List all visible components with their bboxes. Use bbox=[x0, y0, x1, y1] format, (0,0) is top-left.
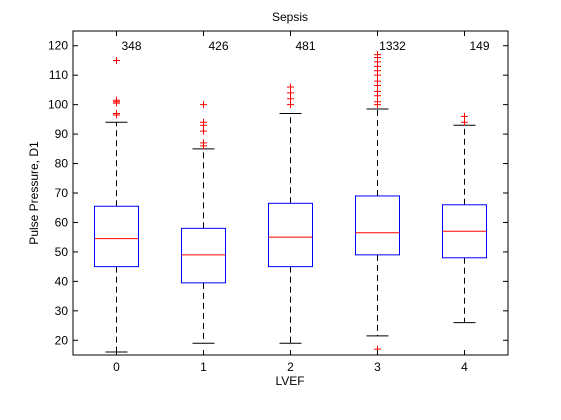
outlier-point bbox=[113, 96, 120, 104]
y-tick-label: 60 bbox=[55, 215, 69, 229]
box-iqr bbox=[94, 205, 139, 268]
outlier-point bbox=[461, 118, 468, 126]
count-label: 426 bbox=[208, 39, 228, 53]
x-axis-ticks: 0 1 2 3 4 bbox=[113, 31, 468, 374]
box-group-2 bbox=[268, 83, 313, 344]
y-axis-label: Pulse Pressure, D1 bbox=[27, 141, 41, 245]
y-axis-ticks: 20 30 40 50 60 70 80 90 100 110 120 bbox=[48, 39, 508, 347]
outlier-point bbox=[200, 118, 207, 126]
outlier-point bbox=[287, 83, 294, 91]
x-tick-label: 3 bbox=[374, 360, 381, 374]
outlier-point bbox=[374, 77, 381, 85]
x-tick-label: 2 bbox=[287, 360, 294, 374]
outlier-point bbox=[374, 98, 381, 106]
box-group-1 bbox=[181, 101, 226, 344]
y-tick-label: 20 bbox=[55, 333, 69, 347]
y-tick-label: 70 bbox=[55, 186, 69, 200]
count-label: 1332 bbox=[379, 39, 406, 53]
box-group-3 bbox=[355, 51, 400, 353]
count-label: 481 bbox=[295, 39, 315, 53]
outlier-point bbox=[287, 95, 294, 103]
y-tick-label: 80 bbox=[55, 157, 69, 171]
outlier-point bbox=[287, 101, 294, 109]
outlier-point bbox=[461, 112, 468, 120]
box-iqr bbox=[268, 202, 313, 268]
outlier-point bbox=[113, 109, 120, 117]
y-tick-label: 40 bbox=[55, 274, 69, 288]
chart-marks bbox=[94, 51, 487, 353]
y-tick-label: 90 bbox=[55, 127, 69, 141]
box-iqr bbox=[355, 195, 400, 256]
outlier-point bbox=[374, 87, 381, 95]
x-tick-label: 0 bbox=[113, 360, 120, 374]
outlier-point bbox=[200, 101, 207, 109]
count-labels: 348 426 481 1332 149 bbox=[121, 39, 489, 53]
outlier-point bbox=[374, 51, 381, 59]
y-tick-label: 100 bbox=[48, 98, 68, 112]
outlier-point bbox=[287, 89, 294, 97]
box-iqr bbox=[181, 227, 226, 284]
box-group-4 bbox=[442, 112, 487, 324]
y-tick-label: 50 bbox=[55, 245, 69, 259]
outlier-point bbox=[200, 127, 207, 135]
outlier-point bbox=[113, 56, 120, 64]
count-label: 149 bbox=[469, 39, 489, 53]
x-tick-label: 4 bbox=[461, 360, 468, 374]
x-axis-label: LVEF bbox=[275, 374, 304, 388]
chart-title: Sepsis bbox=[272, 10, 308, 24]
y-tick-label: 120 bbox=[48, 39, 68, 53]
outlier-point bbox=[200, 139, 207, 147]
box-group-0 bbox=[94, 56, 139, 353]
x-tick-label: 1 bbox=[200, 360, 207, 374]
count-label: 348 bbox=[121, 39, 141, 53]
y-tick-label: 110 bbox=[49, 68, 68, 82]
y-tick-label: 30 bbox=[55, 304, 69, 318]
